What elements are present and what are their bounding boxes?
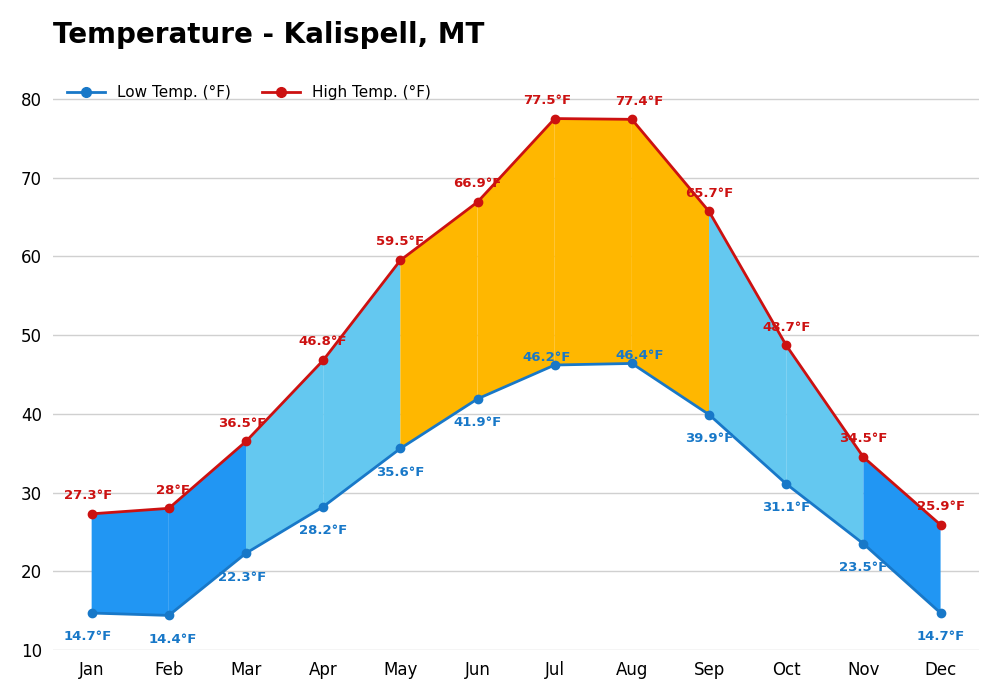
Text: 28.2°F: 28.2°F <box>299 524 347 537</box>
Text: 39.9°F: 39.9°F <box>685 432 733 445</box>
Low Temp. (°F) <box>317 503 329 511</box>
High Temp. (°F) <box>86 510 98 518</box>
Text: 48.7°F: 48.7°F <box>762 321 810 333</box>
Text: 14.4°F: 14.4°F <box>149 633 197 645</box>
Text: 41.9°F: 41.9°F <box>453 416 502 429</box>
High Temp. (°F) <box>163 504 175 512</box>
High Temp. (°F) <box>240 438 252 446</box>
Text: 14.7°F: 14.7°F <box>916 631 965 643</box>
Low Temp. (°F) <box>472 395 484 403</box>
Low Temp. (°F) <box>703 410 715 419</box>
Polygon shape <box>863 457 941 613</box>
Polygon shape <box>323 260 400 507</box>
Polygon shape <box>400 202 478 449</box>
Low Temp. (°F) <box>626 359 638 368</box>
Polygon shape <box>169 442 246 615</box>
Polygon shape <box>246 360 323 553</box>
Text: 14.7°F: 14.7°F <box>64 631 112 643</box>
Low Temp. (°F) <box>857 540 869 548</box>
Text: 28°F: 28°F <box>156 484 190 496</box>
Text: 77.5°F: 77.5°F <box>523 94 571 106</box>
Low Temp. (°F) <box>163 611 175 620</box>
Polygon shape <box>709 211 786 484</box>
Polygon shape <box>786 345 863 544</box>
Low Temp. (°F) <box>240 549 252 557</box>
High Temp. (°F) <box>394 256 406 265</box>
Line: Low Temp. (°F): Low Temp. (°F) <box>87 359 945 620</box>
Polygon shape <box>555 118 632 365</box>
Text: 25.9°F: 25.9°F <box>917 500 965 513</box>
Text: 27.3°F: 27.3°F <box>64 489 112 502</box>
Polygon shape <box>632 119 709 414</box>
Text: 46.2°F: 46.2°F <box>523 351 571 364</box>
High Temp. (°F) <box>780 341 792 349</box>
Low Temp. (°F) <box>549 360 561 369</box>
High Temp. (°F) <box>626 115 638 123</box>
Text: Temperature - Kalispell, MT: Temperature - Kalispell, MT <box>53 21 484 49</box>
Text: 23.5°F: 23.5°F <box>839 561 888 574</box>
Text: 46.4°F: 46.4°F <box>615 349 664 363</box>
Text: 22.3°F: 22.3°F <box>218 570 266 584</box>
Text: 35.6°F: 35.6°F <box>376 466 425 479</box>
Low Temp. (°F) <box>394 444 406 453</box>
Text: 34.5°F: 34.5°F <box>839 433 888 445</box>
Low Temp. (°F) <box>935 609 947 617</box>
Text: 65.7°F: 65.7°F <box>685 187 733 199</box>
High Temp. (°F) <box>549 114 561 122</box>
Polygon shape <box>92 508 169 615</box>
Text: 66.9°F: 66.9°F <box>453 177 502 190</box>
Text: 59.5°F: 59.5°F <box>376 235 424 248</box>
High Temp. (°F) <box>935 521 947 529</box>
Low Temp. (°F) <box>86 609 98 617</box>
Text: 31.1°F: 31.1°F <box>762 501 810 514</box>
High Temp. (°F) <box>472 198 484 206</box>
Legend: Low Temp. (°F), High Temp. (°F): Low Temp. (°F), High Temp. (°F) <box>61 79 437 106</box>
Low Temp. (°F) <box>780 480 792 488</box>
Text: 46.8°F: 46.8°F <box>299 335 347 349</box>
High Temp. (°F) <box>857 453 869 461</box>
Text: 77.4°F: 77.4°F <box>615 94 664 108</box>
Line: High Temp. (°F): High Temp. (°F) <box>87 114 945 529</box>
High Temp. (°F) <box>317 356 329 365</box>
Polygon shape <box>478 118 555 399</box>
High Temp. (°F) <box>703 207 715 216</box>
Text: 36.5°F: 36.5°F <box>218 416 266 430</box>
